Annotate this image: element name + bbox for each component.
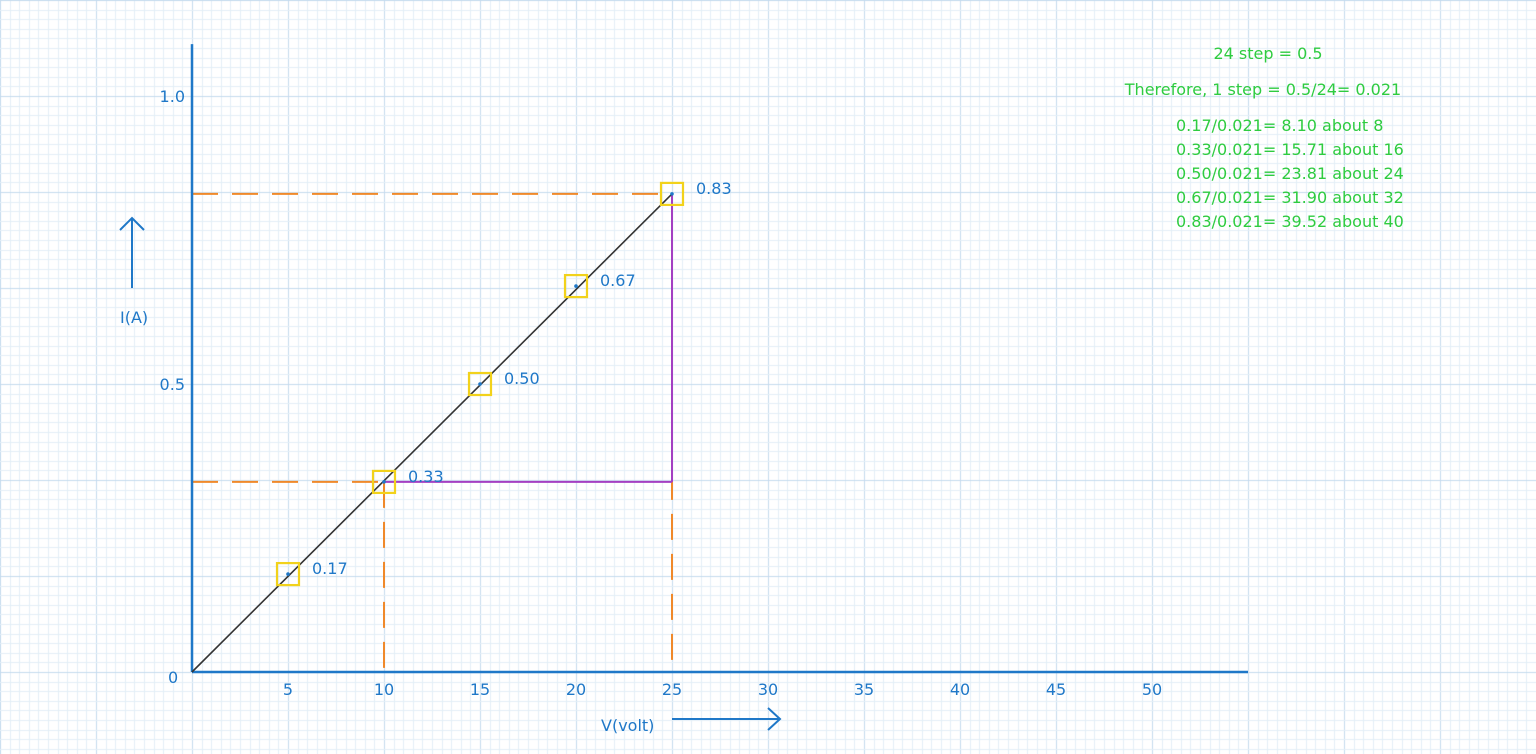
x-axis-label: V(volt) (601, 716, 654, 735)
x-tick-50: 50 (1142, 680, 1162, 699)
y-tick-0.5: 0.5 (160, 375, 185, 394)
slope-triangle (384, 193, 673, 483)
data-line (191, 193, 673, 673)
y-axis-label: I(A) (120, 308, 148, 327)
point-0.83 (670, 192, 674, 196)
x-tick-20: 20 (566, 680, 586, 699)
series-line (191, 193, 673, 673)
note-calc-3: 0.50/0.021= 23.81 about 24 (1176, 164, 1404, 183)
note-calc-2: 0.33/0.021= 15.71 about 16 (1176, 140, 1404, 159)
x-tick-35: 35 (854, 680, 874, 699)
axes (190, 44, 1248, 674)
point-0.50 (478, 382, 482, 386)
marker-0.17 (275, 561, 301, 587)
data-label-0.67: 0.67 (600, 271, 636, 290)
note-steps: 24 step = 0.5 (1213, 44, 1322, 63)
x-tick-10: 10 (374, 680, 394, 699)
marker-0.33 (371, 469, 397, 495)
marker-0.50 (467, 371, 493, 397)
x-tick-25: 25 (662, 680, 682, 699)
note-one-step: Therefore, 1 step = 0.5/24= 0.021 (1124, 80, 1401, 99)
data-label-0.33: 0.33 (408, 467, 444, 486)
point-0.17 (286, 572, 290, 576)
tick-labels: 5 10 15 20 25 30 35 40 45 50 0.5 1.0 (160, 87, 1163, 699)
note-calc-4: 0.67/0.021= 31.90 about 32 (1176, 188, 1404, 207)
y-tick-1.0: 1.0 (160, 87, 185, 106)
x-tick-30: 30 (758, 680, 778, 699)
marker-0.83 (659, 181, 685, 207)
data-label-0.83: 0.83 (696, 179, 732, 198)
point-0.33 (382, 480, 386, 484)
x-tick-45: 45 (1046, 680, 1066, 699)
point-0.67 (574, 284, 578, 288)
data-label-0.50: 0.50 (504, 369, 540, 388)
notes-block: 24 step = 0.5 Therefore, 1 step = 0.5/24… (1124, 44, 1404, 231)
note-calc-5: 0.83/0.021= 39.52 about 40 (1176, 212, 1404, 231)
data-label-0.17: 0.17 (312, 559, 348, 578)
data-markers: 0.17 0.33 0.50 0.67 0.83 (275, 179, 732, 587)
x-tick-15: 15 (470, 680, 490, 699)
marker-0.67 (563, 273, 589, 299)
origin-label: 0 (168, 668, 178, 687)
x-tick-5: 5 (283, 680, 293, 699)
y-axis-arrow (119, 216, 145, 288)
dashed-guides (192, 192, 673, 672)
x-tick-40: 40 (950, 680, 970, 699)
note-calc-1: 0.17/0.021= 8.10 about 8 (1176, 116, 1383, 135)
x-axis-arrow (672, 707, 782, 731)
